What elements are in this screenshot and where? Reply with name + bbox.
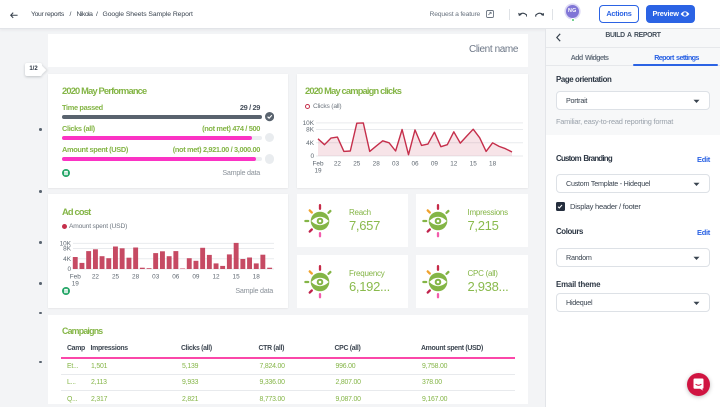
svg-text:15: 15 bbox=[233, 274, 241, 281]
svg-text:03: 03 bbox=[392, 161, 400, 168]
svg-text:25: 25 bbox=[112, 274, 120, 281]
svg-text:18: 18 bbox=[253, 274, 261, 281]
svg-text:06: 06 bbox=[172, 274, 180, 281]
svg-text:15: 15 bbox=[470, 161, 478, 168]
svg-text:Feb: Feb bbox=[70, 274, 81, 281]
svg-text:4K: 4K bbox=[306, 140, 315, 147]
svg-text:18: 18 bbox=[489, 161, 497, 168]
svg-text:28: 28 bbox=[132, 274, 140, 281]
svg-text:4K: 4K bbox=[63, 256, 72, 263]
svg-text:10K: 10K bbox=[60, 241, 72, 248]
svg-text:8K: 8K bbox=[306, 127, 315, 134]
svg-text:10K: 10K bbox=[303, 120, 315, 127]
svg-text:8K: 8K bbox=[63, 246, 72, 253]
svg-text:09: 09 bbox=[192, 274, 200, 281]
svg-text:03: 03 bbox=[152, 274, 160, 281]
svg-text:28: 28 bbox=[373, 161, 381, 168]
svg-text:22: 22 bbox=[92, 274, 100, 281]
svg-text:12: 12 bbox=[450, 161, 458, 168]
svg-text:06: 06 bbox=[411, 161, 419, 168]
svg-text:Feb: Feb bbox=[312, 161, 323, 168]
svg-text:25: 25 bbox=[353, 161, 361, 168]
svg-text:0: 0 bbox=[310, 153, 314, 160]
svg-text:0: 0 bbox=[67, 266, 71, 273]
svg-text:09: 09 bbox=[431, 161, 439, 168]
svg-text:19: 19 bbox=[314, 168, 322, 175]
svg-text:19: 19 bbox=[72, 281, 80, 288]
svg-text:22: 22 bbox=[334, 161, 342, 168]
svg-text:12: 12 bbox=[212, 274, 220, 281]
